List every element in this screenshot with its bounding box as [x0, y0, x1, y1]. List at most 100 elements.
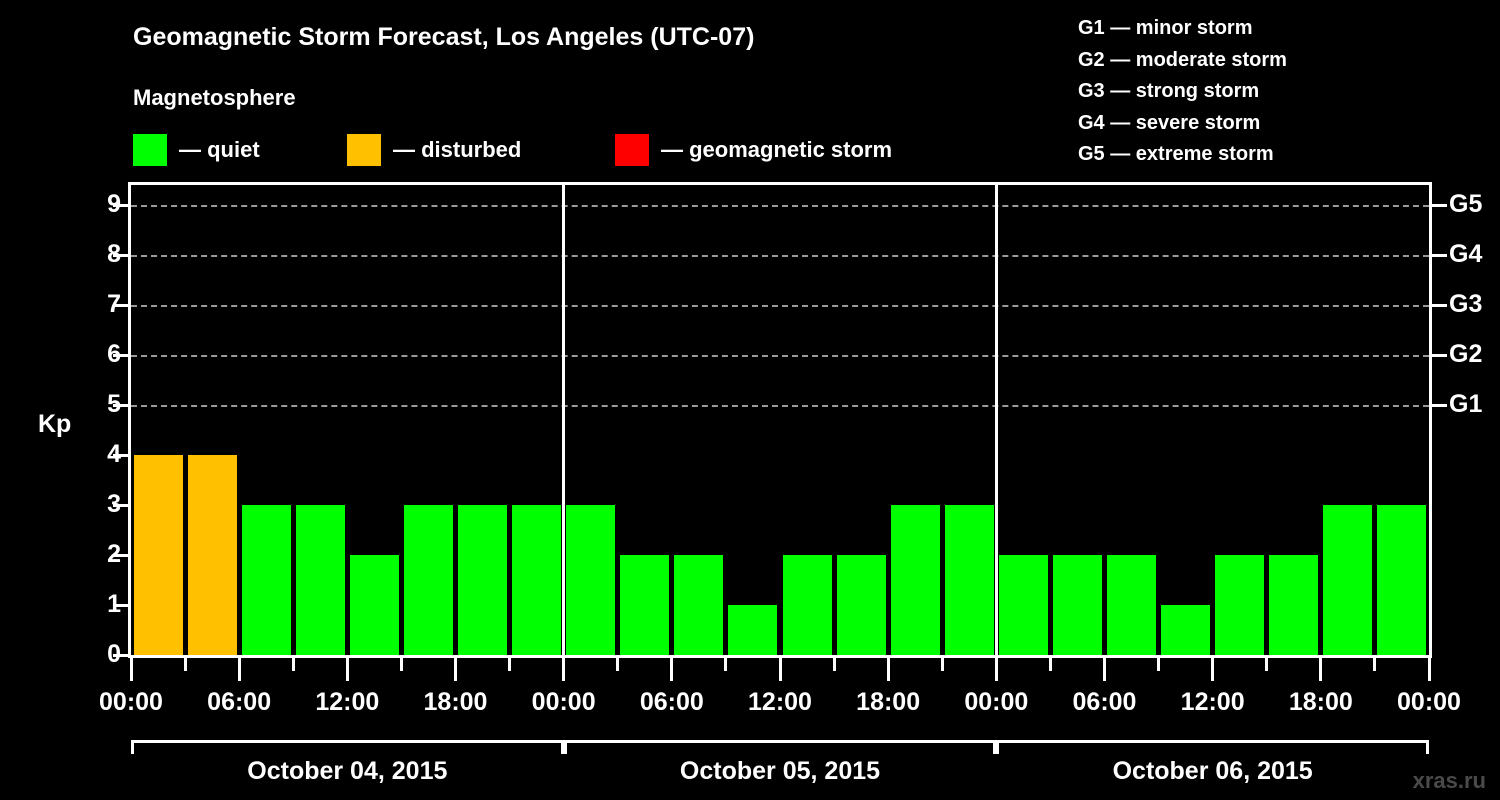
- kp-bar: [241, 505, 291, 655]
- page-title: Geomagnetic Storm Forecast, Los Angeles …: [133, 23, 755, 51]
- kp-bar: [836, 555, 886, 655]
- day-separator: [994, 185, 998, 655]
- x-axis-tick-major: [886, 658, 890, 681]
- x-axis-tick-major: [670, 658, 674, 681]
- day-separator: [562, 185, 566, 655]
- x-axis-tick-label: 00:00: [531, 688, 596, 716]
- kp-bar: [187, 455, 237, 655]
- g-axis-tick: [1432, 253, 1447, 257]
- x-axis-tick-label: 00:00: [1397, 688, 1461, 716]
- y-axis-tick: [113, 553, 128, 557]
- kp-bar: [1052, 555, 1102, 655]
- x-axis-tick-label: 06:00: [207, 688, 272, 716]
- kp-bar: [1215, 555, 1265, 655]
- gridline: [131, 205, 1429, 207]
- g-axis-tick-label: G4: [1449, 240, 1483, 268]
- legend-entry: — disturbed: [347, 134, 521, 166]
- kp-bar: [133, 455, 183, 655]
- kp-bar: [890, 505, 940, 655]
- x-axis-tick-minor: [508, 658, 512, 671]
- g-axis-tick: [1432, 353, 1447, 357]
- g-scale-legend: G1 — minor storm G2 — moderate storm G3 — …: [1078, 13, 1287, 171]
- x-axis-tick-label: 12:00: [315, 688, 380, 716]
- y-axis-tick-label: 0: [107, 640, 121, 668]
- y-axis-tick-label: 5: [107, 390, 121, 418]
- legend-label: — disturbed: [393, 137, 522, 162]
- x-axis-tick-label: 00:00: [964, 688, 1029, 716]
- date-label: October 04, 2015: [247, 757, 448, 785]
- x-axis-tick-minor: [399, 658, 403, 671]
- g-axis-tick: [1432, 203, 1447, 207]
- y-axis-tick: [113, 503, 128, 507]
- kp-bar: [403, 505, 453, 655]
- kp-bar: [295, 505, 345, 655]
- x-axis-tick-major: [1427, 658, 1431, 681]
- x-axis-tick-label: 12:00: [748, 688, 812, 716]
- y-axis-tick: [113, 403, 128, 407]
- kp-bar: [1107, 555, 1157, 655]
- x-axis-tick-label: 18:00: [856, 688, 921, 716]
- gridline: [131, 305, 1429, 307]
- legend-swatch-icon: [615, 134, 649, 166]
- kp-bar: [458, 505, 508, 655]
- x-axis-tick-minor: [183, 658, 187, 671]
- chart-subtitle: Magnetosphere: [133, 85, 296, 110]
- date-label: October 05, 2015: [679, 757, 881, 785]
- y-axis-tick: [113, 653, 128, 657]
- x-axis-tick-label: 00:00: [99, 688, 163, 716]
- x-axis-tick-minor: [1048, 658, 1052, 671]
- x-axis-tick-minor: [1157, 658, 1161, 671]
- plot-frame: [128, 182, 1432, 658]
- kp-bar: [674, 555, 724, 655]
- y-axis-tick: [113, 303, 128, 307]
- y-axis-tick-label: 9: [107, 190, 121, 218]
- g-axis-tick: [1432, 303, 1447, 307]
- x-axis-tick-major: [994, 658, 998, 681]
- kp-bar: [1269, 555, 1319, 655]
- x-axis-tick-minor: [1373, 658, 1377, 671]
- x-axis-tick-label: 12:00: [1180, 688, 1245, 716]
- x-axis-tick-major: [1211, 658, 1215, 681]
- x-axis-tick-label: 06:00: [639, 688, 704, 716]
- date-label: October 06, 2015: [1112, 757, 1313, 785]
- x-axis-tick-minor: [940, 658, 944, 671]
- x-axis-tick-label: 18:00: [1288, 688, 1353, 716]
- x-axis-tick-major: [345, 658, 349, 681]
- x-axis-tick-label: 18:00: [423, 688, 488, 716]
- x-axis-tick-major: [562, 658, 566, 681]
- y-axis-tick-label: 7: [107, 290, 121, 318]
- g-axis-tick-label: G3: [1449, 290, 1483, 318]
- x-axis-tick-minor: [832, 658, 836, 671]
- kp-bar: [782, 555, 832, 655]
- legend-label: — geomagnetic storm: [661, 137, 893, 162]
- legend-entry: — geomagnetic storm: [615, 134, 892, 166]
- y-axis-tick: [113, 253, 128, 257]
- y-axis-tick-label: 8: [107, 240, 121, 268]
- kp-bar: [1161, 605, 1211, 655]
- x-axis-tick-major: [1319, 658, 1323, 681]
- g-axis-tick-label: G2: [1449, 340, 1483, 368]
- gridline: [131, 255, 1429, 257]
- legend-swatch-icon: [133, 134, 167, 166]
- kp-bar: [349, 555, 399, 655]
- kp-bar: [998, 555, 1048, 655]
- x-axis-tick-major: [454, 658, 457, 681]
- date-bracket: [563, 740, 997, 754]
- gridline: [131, 355, 1429, 357]
- g-legend-row: G3 — strong storm: [1078, 80, 1260, 102]
- g-legend-row: G1 — minor storm: [1078, 17, 1253, 39]
- kp-bar: [1377, 505, 1427, 655]
- kp-bar: [620, 555, 670, 655]
- y-axis-tick-label: 6: [107, 340, 121, 368]
- x-axis-tick-minor: [1265, 658, 1269, 671]
- legend-swatch-icon: [347, 134, 381, 166]
- x-axis-tick-major: [129, 658, 133, 681]
- g-axis-tick: [1432, 403, 1447, 407]
- date-bracket: [996, 740, 1429, 754]
- x-axis-tick-major: [778, 658, 782, 681]
- y-axis-tick-label: 2: [107, 540, 121, 568]
- x-axis-tick-minor: [616, 658, 620, 671]
- y-axis-tick: [113, 453, 128, 457]
- legend-entry: — quiet: [133, 134, 260, 166]
- y-axis-tick: [113, 603, 128, 607]
